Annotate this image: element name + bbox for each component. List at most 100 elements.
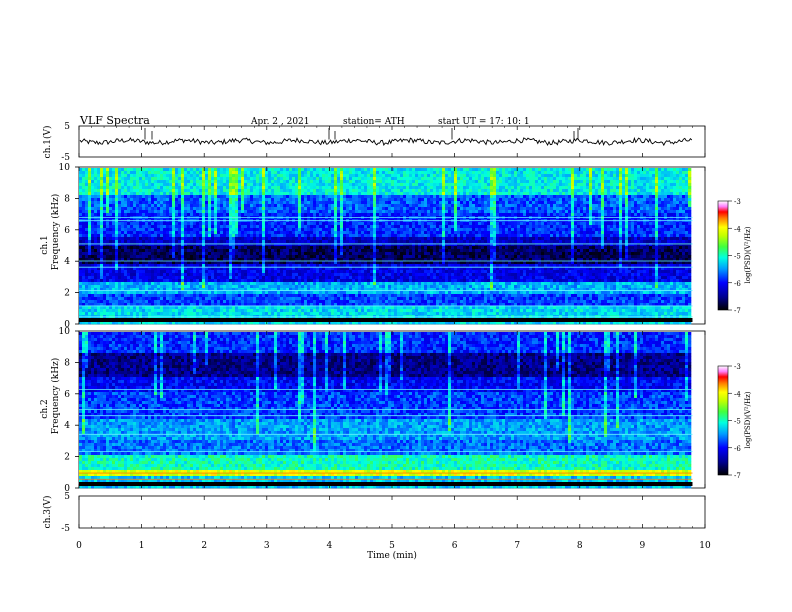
spectrogram-cell: [289, 198, 292, 201]
spectrogram-cell: [163, 201, 166, 204]
spectrogram-cell: [388, 180, 391, 183]
spectrogram-cell: [289, 189, 292, 192]
spectrogram-cell: [619, 192, 622, 195]
spectrogram-cell: [478, 201, 481, 204]
spectrogram-cell: [190, 195, 193, 198]
spectrogram-cell: [562, 198, 565, 201]
spectrogram-cell: [475, 177, 478, 180]
spectrogram-cell: [526, 174, 529, 177]
spectrogram-cell: [451, 234, 454, 237]
spectrogram-cell: [376, 225, 379, 228]
spectrogram-cell: [280, 234, 283, 237]
spectrogram-cell: [604, 210, 607, 213]
spectrogram-cell: [667, 198, 670, 201]
spectrogram-cell: [460, 222, 463, 225]
spectrogram-cell: [643, 180, 646, 183]
spectrogram-cell: [616, 204, 619, 207]
spectrogram-cell: [493, 210, 496, 213]
spectrogram-cell: [310, 222, 313, 225]
spectrogram-cell: [247, 225, 250, 228]
spectrogram-cell: [484, 207, 487, 210]
spectrogram-cell: [610, 189, 613, 192]
spectrogram-cell: [448, 174, 451, 177]
spectrogram-cell: [364, 192, 367, 195]
spectrogram-cell: [388, 174, 391, 177]
spectrogram-cell: [268, 207, 271, 210]
spectrogram-cell: [478, 222, 481, 225]
spectrogram-cell: [541, 222, 544, 225]
spectrogram-cell: [469, 207, 472, 210]
spectrogram-cell: [541, 231, 544, 234]
spectrogram-cell: [670, 237, 673, 240]
spectrogram-cell: [493, 222, 496, 225]
spectrogram-cell: [349, 231, 352, 234]
spectrogram-cell: [145, 204, 148, 207]
spectrogram-cell: [457, 195, 460, 198]
spectrogram-cell: [163, 177, 166, 180]
spectrogram-cell: [382, 228, 385, 231]
spectrogram-cell: [535, 225, 538, 228]
spectrogram-cell: [394, 168, 397, 171]
spectrogram-cell: [469, 192, 472, 195]
spectrogram-cell: [283, 183, 286, 186]
spectrogram-cell: [160, 189, 163, 192]
spectrogram-cell: [589, 192, 592, 195]
spectrogram-cell: [370, 180, 373, 183]
spectrogram-cell: [508, 237, 511, 240]
spectrogram-cell: [346, 189, 349, 192]
spectrogram-cell: [553, 201, 556, 204]
spectrogram-cell: [523, 222, 526, 225]
spectrogram-cell: [445, 207, 448, 210]
spectrogram-cell: [322, 225, 325, 228]
spectrogram-cell: [112, 204, 115, 207]
spectrogram-cell: [295, 177, 298, 180]
spectrogram-cell: [682, 204, 685, 207]
spectrogram-cell: [544, 237, 547, 240]
spectrogram-cell: [409, 228, 412, 231]
spectrogram-cell: [454, 213, 457, 216]
spectrogram-cell: [610, 213, 613, 216]
spectrogram-cell: [433, 171, 436, 174]
spectrogram-cell: [670, 171, 673, 174]
spectrogram-cell: [646, 183, 649, 186]
spectrogram-cell: [445, 234, 448, 237]
spectrogram-cell: [631, 228, 634, 231]
spectrogram-cell: [421, 183, 424, 186]
spectrogram-cell: [499, 198, 502, 201]
spectrogram-cell: [307, 201, 310, 204]
spectrogram-cell: [475, 198, 478, 201]
spectrogram-cell: [619, 204, 622, 207]
spectrogram-cell: [184, 240, 187, 243]
spectrogram-cell: [406, 225, 409, 228]
spectrogram-cell: [670, 186, 673, 189]
spectrogram-cell: [688, 228, 691, 231]
spectrogram-cell: [205, 195, 208, 198]
spectrogram-cell: [604, 222, 607, 225]
spectrogram-cell: [256, 186, 259, 189]
spectrogram-cell: [586, 198, 589, 201]
spectrogram-cell: [556, 183, 559, 186]
spectrogram-cell: [463, 213, 466, 216]
spectrogram-cell: [607, 228, 610, 231]
spectrogram-cell: [361, 231, 364, 234]
spectrogram-cell: [484, 186, 487, 189]
spectrogram-cell: [499, 231, 502, 234]
spectrogram-cell: [148, 225, 151, 228]
spectrogram-cell: [628, 186, 631, 189]
spectrogram-cell: [394, 174, 397, 177]
spectrogram-cell: [655, 210, 658, 213]
spectrogram-cell: [520, 225, 523, 228]
spectrogram-cell: [649, 201, 652, 204]
spectrogram-cell: [211, 207, 214, 210]
spectrogram-cell: [577, 180, 580, 183]
spectrogram-cell: [529, 168, 532, 171]
spectrogram-cell: [445, 180, 448, 183]
spectrogram-cell: [595, 201, 598, 204]
spectrogram-cell: [175, 171, 178, 174]
spectrogram-cell: [265, 237, 268, 240]
spectrogram-cell: [226, 183, 229, 186]
spectrogram-cell: [253, 234, 256, 237]
spectrogram-cell: [382, 195, 385, 198]
spectrogram-cell: [265, 228, 268, 231]
spectrogram-cell: [487, 195, 490, 198]
